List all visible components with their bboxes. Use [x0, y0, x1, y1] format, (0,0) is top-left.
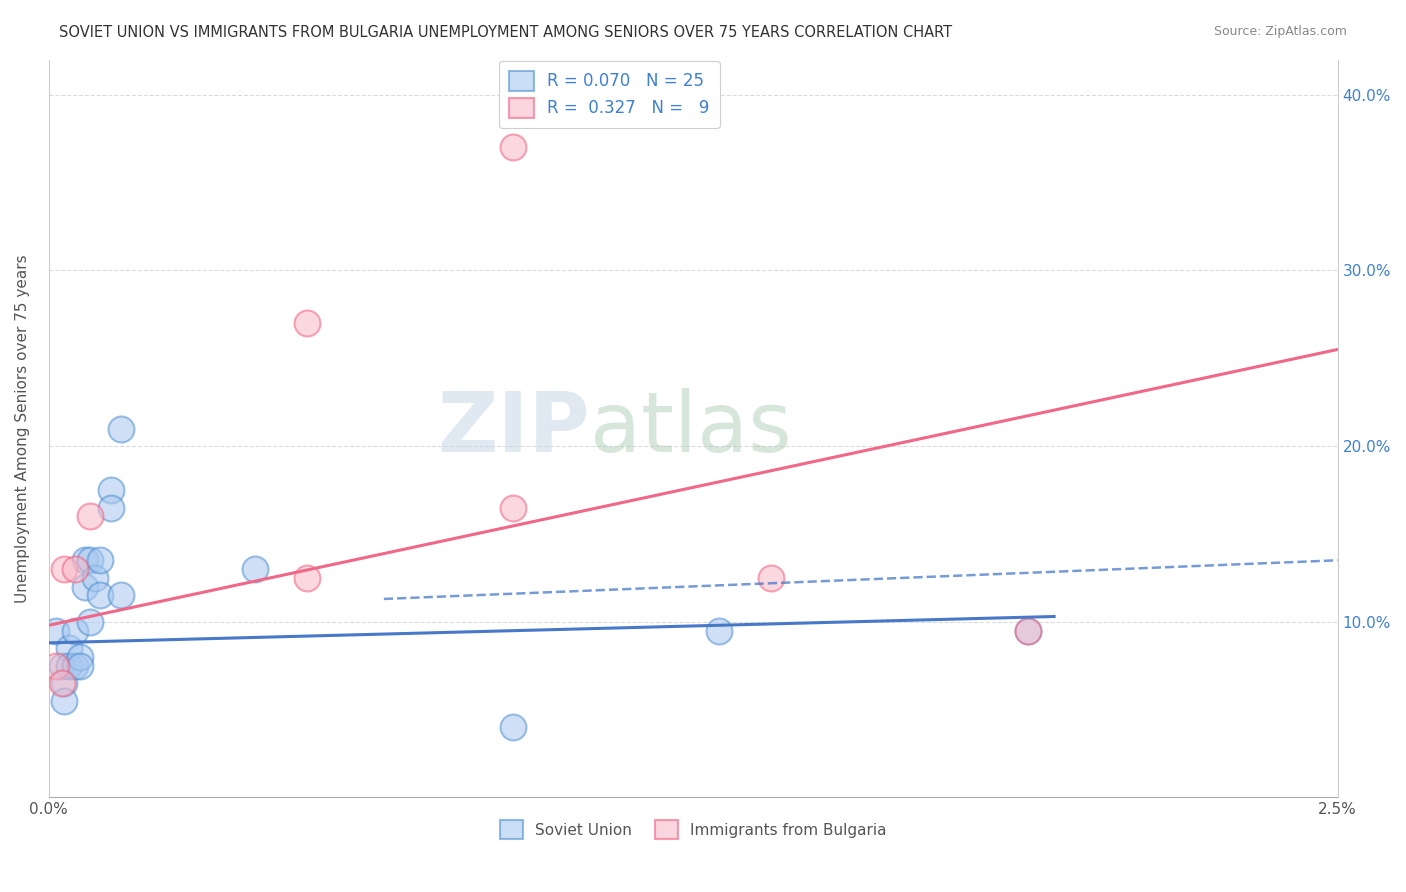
Point	[63, 624, 86, 638]
Point	[58, 658, 80, 673]
Point	[51, 676, 73, 690]
Point	[73, 553, 96, 567]
Point	[69, 649, 91, 664]
Point	[79, 509, 101, 524]
Point	[1017, 624, 1039, 638]
Point	[89, 553, 111, 567]
Text: SOVIET UNION VS IMMIGRANTS FROM BULGARIA UNEMPLOYMENT AMONG SENIORS OVER 75 YEAR: SOVIET UNION VS IMMIGRANTS FROM BULGARIA…	[59, 25, 952, 40]
Point	[707, 624, 730, 638]
Point	[502, 140, 524, 154]
Point	[69, 658, 91, 673]
Point	[79, 615, 101, 629]
Point	[243, 562, 266, 576]
Point	[759, 571, 782, 585]
Point	[84, 571, 107, 585]
Point	[110, 421, 132, 435]
Point	[51, 658, 73, 673]
Point	[45, 624, 67, 638]
Point	[110, 589, 132, 603]
Point	[295, 316, 318, 330]
Point	[53, 694, 76, 708]
Point	[73, 580, 96, 594]
Point	[1017, 624, 1039, 638]
Legend: Soviet Union, Immigrants from Bulgaria: Soviet Union, Immigrants from Bulgaria	[494, 814, 893, 845]
Point	[53, 562, 76, 576]
Point	[58, 641, 80, 656]
Point	[53, 676, 76, 690]
Point	[63, 658, 86, 673]
Y-axis label: Unemployment Among Seniors over 75 years: Unemployment Among Seniors over 75 years	[15, 254, 30, 603]
Text: atlas: atlas	[591, 388, 792, 469]
Point	[45, 658, 67, 673]
Point	[79, 553, 101, 567]
Point	[100, 483, 122, 497]
Point	[63, 562, 86, 576]
Point	[100, 500, 122, 515]
Text: ZIP: ZIP	[437, 388, 591, 469]
Text: Source: ZipAtlas.com: Source: ZipAtlas.com	[1213, 25, 1347, 38]
Point	[89, 589, 111, 603]
Point	[502, 720, 524, 734]
Point	[502, 500, 524, 515]
Point	[295, 571, 318, 585]
